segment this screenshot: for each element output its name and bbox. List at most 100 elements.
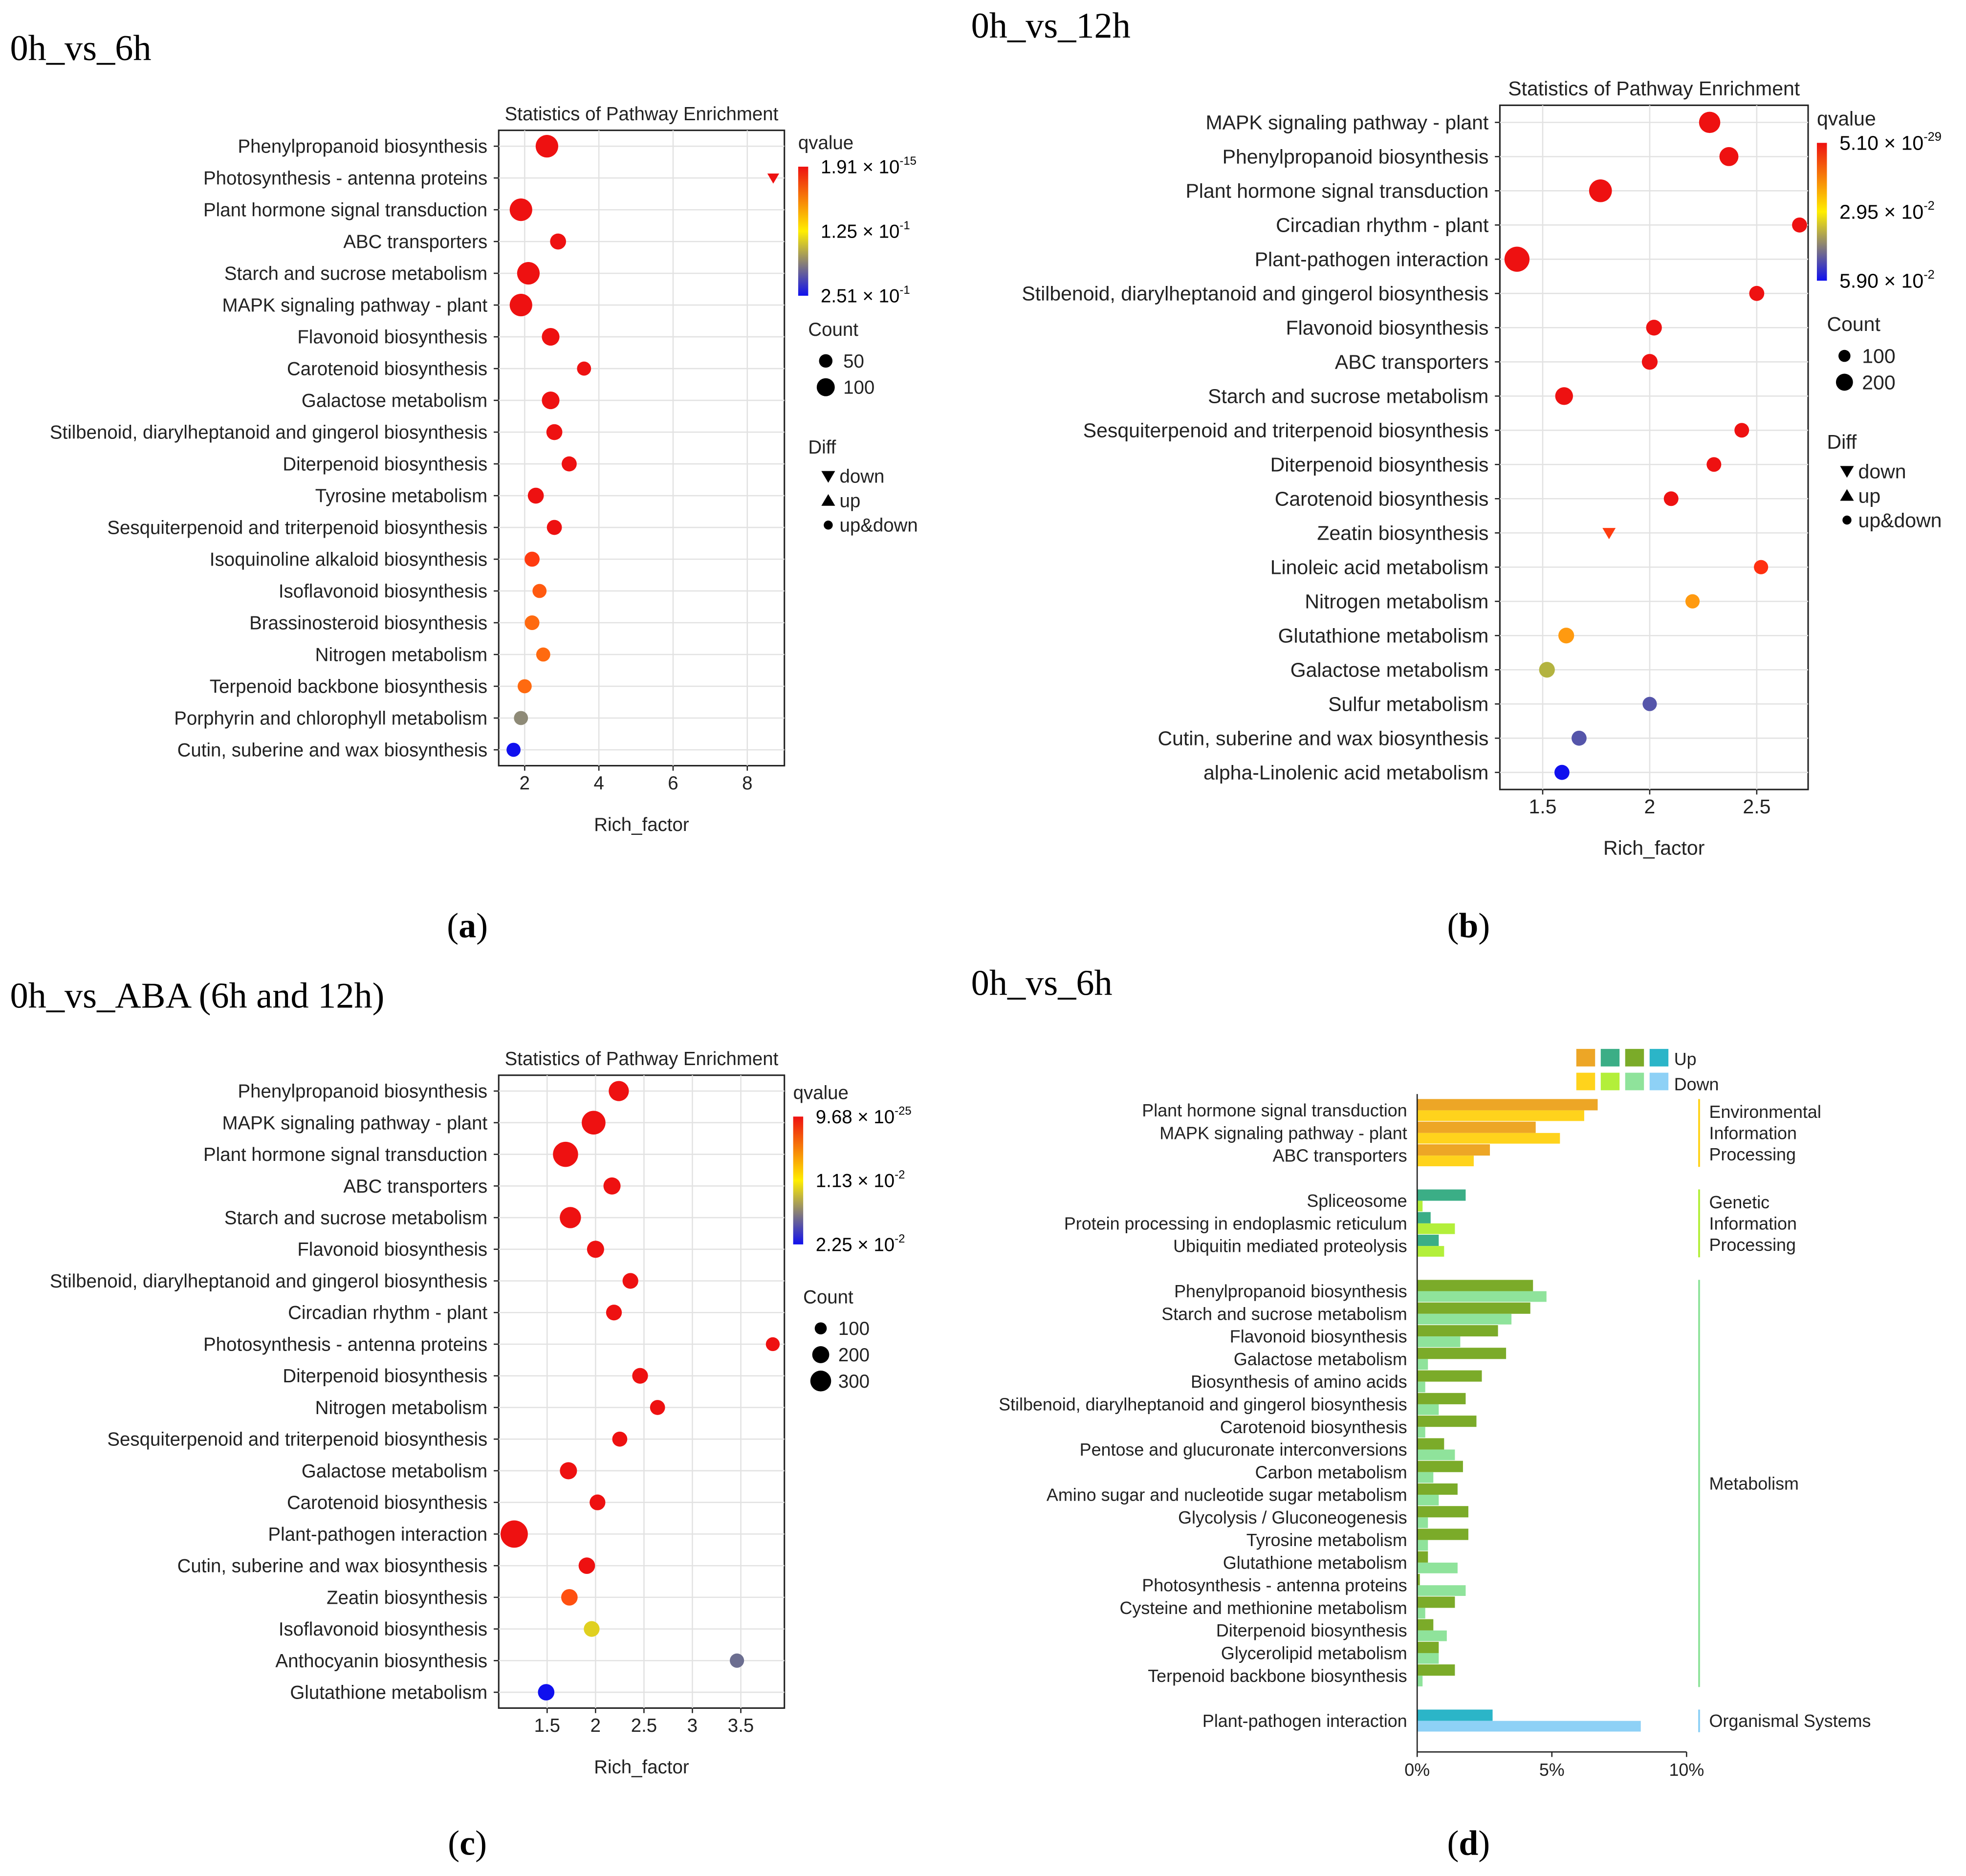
pathway-label: Carotenoid biosynthesis [287, 1492, 487, 1513]
bar-down [1417, 1585, 1466, 1596]
data-point [562, 456, 577, 472]
category-label: Environmental [1709, 1102, 1821, 1122]
data-point [730, 1653, 744, 1668]
pathway-label: Sesquiterpenoid and triterpenoid biosynt… [107, 1429, 487, 1450]
plot-frame [498, 130, 786, 767]
qvalue-colorbar [798, 166, 808, 296]
bar-down [1417, 1472, 1434, 1483]
data-point [527, 487, 544, 504]
bar-down [1417, 1608, 1425, 1619]
pathway-label: Phenylpropanoid biosynthesis [1174, 1282, 1407, 1301]
pathway-label: Tyrosine metabolism [1246, 1530, 1407, 1550]
pathway-label: Anthocyanin biosynthesis [275, 1651, 487, 1672]
panel-c-caption: (c) [448, 1823, 487, 1862]
diff-legend-title: Diff [1827, 431, 1857, 453]
count-legend-symbol [816, 378, 835, 396]
pathway-label: Phenylpropanoid biosynthesis [238, 1081, 487, 1102]
data-point [560, 1207, 581, 1228]
data-point [1504, 246, 1530, 272]
qvalue-legend-title: qvalue [1817, 107, 1876, 130]
category-label: Processing [1709, 1235, 1795, 1255]
x-tick-label: 4 [593, 773, 604, 794]
panel-a-heading: 0h_vs_6h [10, 28, 152, 68]
pathway-label: MAPK signaling pathway - plant [222, 1113, 488, 1134]
qvalue-legend-label: 2.95 × 10-2 [1839, 199, 1935, 223]
pathway-label: Diterpenoid biosynthesis [283, 454, 487, 475]
pathway-label: Glycolysis / Gluconeogenesis [1178, 1508, 1407, 1527]
pathway-label: Galactose metabolism [302, 391, 487, 412]
data-point [1555, 387, 1573, 405]
pathway-label: Circadian rhythm - plant [288, 1303, 487, 1324]
pathway-label: Carotenoid biosynthesis [287, 359, 487, 380]
pathway-label: Terpenoid backbone biosynthesis [210, 676, 487, 697]
data-point [536, 647, 550, 662]
diff-legend-label: down [839, 466, 884, 487]
bar-down [1417, 1200, 1423, 1212]
caption-letter-c: c [459, 1823, 475, 1862]
pathway-label: Diterpenoid biosynthesis [1216, 1621, 1407, 1640]
pathway-label: Flavonoid biosynthesis [297, 1239, 487, 1260]
data-point [1734, 423, 1749, 438]
legend-swatch-down [1576, 1072, 1595, 1091]
count-legend-label: 200 [1862, 371, 1895, 393]
qvalue-legend-label: 2.25 × 10-2 [816, 1232, 905, 1255]
pathway-label: Carotenoid biosynthesis [1220, 1418, 1407, 1437]
count-legend-label: 50 [843, 351, 864, 372]
bar-down [1417, 1540, 1428, 1551]
pathway-label: ABC transporters [343, 232, 487, 253]
count-legend-symbol [810, 1370, 831, 1392]
data-point [1663, 491, 1679, 506]
data-point [1719, 147, 1739, 166]
pathway-label: Plant-pathogen interaction [268, 1524, 487, 1545]
caption-letter-b: b [1459, 906, 1478, 945]
data-point [1642, 697, 1657, 711]
pathway-label: Carotenoid biosynthesis [1275, 488, 1489, 510]
x-axis-label: Rich_factor [1603, 837, 1704, 859]
data-point [578, 1557, 595, 1574]
diff-legend-label: up [1858, 484, 1881, 507]
x-tick-label: 2 [1644, 795, 1656, 818]
caption-letter-a: a [459, 906, 476, 945]
category-label: Information [1709, 1123, 1796, 1143]
qvalue-colorbar [1816, 143, 1827, 281]
pathway-label: Brassinosteroid biosynthesis [249, 612, 487, 633]
pathway-label: Cutin, suberine and wax biosynthesis [177, 740, 488, 761]
bar-up [1417, 1144, 1490, 1156]
legend-label-down: Down [1674, 1074, 1719, 1094]
data-point [1572, 730, 1587, 746]
data-point [546, 520, 562, 535]
x-tick-label: 10% [1669, 1760, 1704, 1780]
data-point [632, 1368, 648, 1384]
data-point [550, 233, 567, 250]
chart-title: Statistics of Pathway Enrichment [505, 1048, 779, 1069]
pathway-label: Zeatin biosynthesis [327, 1587, 487, 1608]
pathway-label: Diterpenoid biosynthesis [1270, 454, 1489, 476]
bar-down [1417, 1246, 1444, 1257]
pathway-label: Plant hormone signal transduction [203, 1144, 487, 1165]
category-label: Processing [1709, 1145, 1795, 1164]
qvalue-legend-label: 5.10 × 10-29 [1839, 130, 1942, 154]
count-legend-symbol [1835, 373, 1853, 391]
pathway-label: Stilbenoid, diarylheptanoid and gingerol… [50, 422, 487, 443]
bar-down [1417, 1291, 1547, 1302]
pathway-label: Carbon metabolism [1255, 1462, 1407, 1482]
qvalue-legend-label: 9.68 × 10-25 [816, 1104, 912, 1127]
pathway-label: Isoflavonoid biosynthesis [279, 581, 487, 602]
x-tick-label: 3.5 [728, 1715, 754, 1736]
x-tick-label: 1.5 [534, 1715, 560, 1736]
bar-up [1417, 1438, 1444, 1450]
qvalue-legend-label: 1.13 × 10-2 [816, 1168, 905, 1191]
bar-up [1417, 1641, 1439, 1653]
bar-up [1417, 1370, 1482, 1382]
x-tick-label: 2.5 [631, 1715, 657, 1736]
pathway-label: Isoflavonoid biosynthesis [279, 1619, 487, 1640]
pathway-label: Starch and sucrose metabolism [1161, 1304, 1407, 1324]
bar-up [1417, 1596, 1455, 1608]
diff-legend-symbol [1842, 515, 1852, 525]
pathway-label: Sesquiterpenoid and triterpenoid biosynt… [1083, 419, 1489, 442]
bar-up [1417, 1506, 1468, 1518]
pathway-label: ABC transporters [1273, 1146, 1407, 1166]
legend-swatch-down [1625, 1072, 1644, 1091]
data-point [612, 1431, 628, 1447]
